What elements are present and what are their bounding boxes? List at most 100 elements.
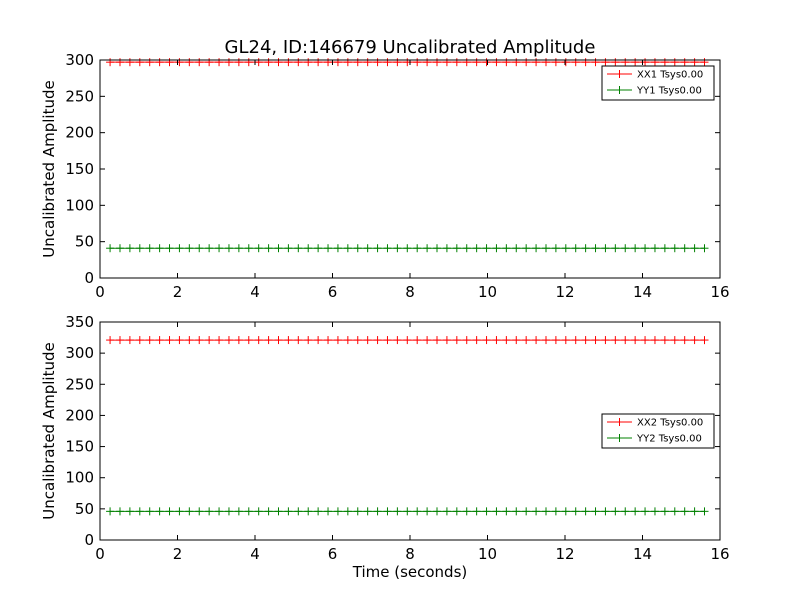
data-point xyxy=(115,507,124,516)
data-point xyxy=(106,507,115,516)
data-point xyxy=(135,244,144,253)
data-point xyxy=(532,507,541,516)
data-point xyxy=(472,336,481,345)
data-point xyxy=(195,336,204,345)
data-point xyxy=(205,336,214,345)
y-tick-label: 150 xyxy=(65,438,94,456)
data-point xyxy=(244,244,253,253)
data-point xyxy=(165,336,174,345)
data-point xyxy=(611,507,620,516)
x-tick-label: 6 xyxy=(328,545,338,563)
data-point xyxy=(175,336,184,345)
data-point xyxy=(304,244,313,253)
data-point xyxy=(700,336,709,345)
bottom-plot: 0 2 4 6 8 10 12 14 16 0 50 100 150 200 250 300 350 XX2 Ts… xyxy=(65,313,729,563)
data-point xyxy=(690,244,699,253)
data-point xyxy=(532,336,541,345)
data-point xyxy=(383,244,392,253)
data-point xyxy=(522,244,531,253)
data-point xyxy=(660,507,669,516)
data-point xyxy=(631,336,640,345)
data-point xyxy=(551,336,560,345)
data-point xyxy=(205,244,214,253)
bottom-y-axis-label: Uncalibrated Amplitude xyxy=(40,342,58,519)
data-point xyxy=(650,244,659,253)
data-point xyxy=(274,244,283,253)
y-tick-label: 100 xyxy=(65,196,94,214)
data-point xyxy=(155,507,164,516)
data-point xyxy=(343,244,352,253)
data-point xyxy=(423,244,432,253)
data-point xyxy=(601,244,610,253)
data-point xyxy=(165,244,174,253)
data-point xyxy=(185,336,194,345)
legend-label: XX1 Tsys0.00 xyxy=(637,70,703,81)
x-axis-label: Time (seconds) xyxy=(352,563,468,581)
data-point xyxy=(333,507,342,516)
data-point xyxy=(343,336,352,345)
data-point xyxy=(492,336,501,345)
data-point xyxy=(195,244,204,253)
data-point xyxy=(224,336,233,345)
data-point xyxy=(452,336,461,345)
data-point xyxy=(551,244,560,253)
data-point xyxy=(700,244,709,253)
data-point xyxy=(175,244,184,253)
data-point xyxy=(403,507,412,516)
data-point xyxy=(601,336,610,345)
data-point xyxy=(413,244,422,253)
data-point xyxy=(383,507,392,516)
x-tick-label: 8 xyxy=(405,545,415,563)
data-point xyxy=(274,507,283,516)
data-point xyxy=(541,507,550,516)
data-point xyxy=(541,244,550,253)
data-point xyxy=(125,244,134,253)
data-point xyxy=(175,507,184,516)
data-point xyxy=(145,507,154,516)
data-point xyxy=(660,244,669,253)
data-point xyxy=(532,244,541,253)
data-point xyxy=(512,244,521,253)
data-point xyxy=(581,336,590,345)
legend-label: YY1 Tsys0.00 xyxy=(636,86,702,97)
data-point xyxy=(363,507,372,516)
y-tick-label: 150 xyxy=(65,160,94,178)
data-point xyxy=(353,336,362,345)
data-point xyxy=(690,507,699,516)
data-point xyxy=(442,336,451,345)
legend-item: YY2 Tsys0.00 xyxy=(607,434,702,445)
data-point xyxy=(304,507,313,516)
data-point xyxy=(205,507,214,516)
data-point xyxy=(690,336,699,345)
data-point xyxy=(215,244,224,253)
data-point xyxy=(670,244,679,253)
y-tick-label: 250 xyxy=(65,87,94,105)
data-point xyxy=(641,244,650,253)
bottom-series-yy2 xyxy=(106,507,709,516)
data-point xyxy=(115,336,124,345)
data-point xyxy=(462,507,471,516)
top-plot: 0 2 4 6 8 10 12 14 16 0 50 100 150 200 250 300 XX1 Tsys0… xyxy=(65,51,729,301)
data-point xyxy=(324,507,333,516)
data-point xyxy=(185,244,194,253)
data-point xyxy=(601,507,610,516)
data-point xyxy=(462,244,471,253)
data-point xyxy=(571,507,580,516)
data-point xyxy=(234,244,243,253)
legend-item: XX1 Tsys0.00 xyxy=(607,70,703,81)
data-point xyxy=(423,336,432,345)
data-point xyxy=(492,244,501,253)
x-tick-label: 10 xyxy=(478,545,497,563)
data-point xyxy=(700,507,709,516)
data-point xyxy=(145,244,154,253)
x-tick-label: 0 xyxy=(95,283,105,301)
data-point xyxy=(680,244,689,253)
data-point xyxy=(502,336,511,345)
data-point xyxy=(482,244,491,253)
data-point xyxy=(373,336,382,345)
data-point xyxy=(363,244,372,253)
y-tick-label: 200 xyxy=(65,124,94,142)
data-point xyxy=(333,244,342,253)
data-point xyxy=(551,507,560,516)
x-tick-label: 4 xyxy=(250,283,260,301)
